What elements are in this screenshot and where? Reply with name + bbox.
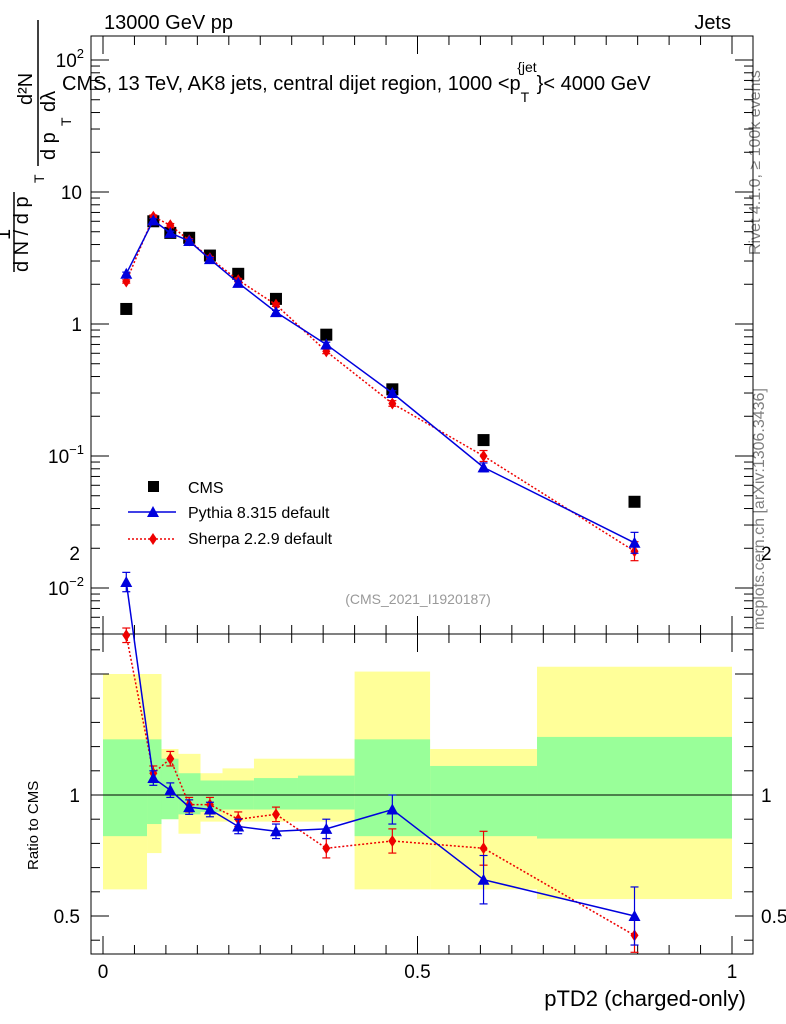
x-axis-label: pTD2 (charged-only) bbox=[544, 986, 746, 1011]
side-label-mcplots: mcplots.cern.ch [arXiv:1306.3436] bbox=[751, 388, 768, 630]
cms-point bbox=[232, 267, 245, 280]
ratio-pythia-point bbox=[477, 873, 490, 885]
pythia-point bbox=[232, 276, 245, 288]
analysis-watermark: (CMS_2021_I1920187) bbox=[345, 591, 491, 607]
main-panel-axes: 10−2 10−1 1 10 102 bbox=[48, 35, 754, 635]
legend-entry-sherpa: Sherpa 2.2.9 default bbox=[128, 531, 333, 548]
main-y-tick-label: 10−2 bbox=[48, 574, 84, 600]
pythia-point bbox=[628, 536, 641, 548]
svg-text:T: T bbox=[31, 174, 47, 183]
pythia-point bbox=[386, 387, 399, 399]
cms-point bbox=[120, 302, 133, 315]
pythia-point bbox=[120, 267, 133, 279]
ratio-uncertainty-bands bbox=[103, 666, 732, 900]
ratio-panel-axes: 0 0.5 1 0.5 0.5 1 1 2 2 bbox=[54, 544, 786, 983]
main-y-tick-label: 10 bbox=[61, 183, 82, 204]
ratio-y-tick-label: 2 bbox=[69, 544, 80, 565]
ratio-frame bbox=[90, 633, 754, 955]
ratio-pythia-point bbox=[628, 910, 641, 921]
band-inner-3 bbox=[178, 773, 201, 815]
svg-text:T: T bbox=[58, 117, 74, 126]
ratio-sherpa-point bbox=[388, 834, 397, 847]
ratio-pythia-point bbox=[203, 803, 216, 815]
band-inner-9 bbox=[430, 765, 538, 837]
cms-point bbox=[320, 328, 333, 341]
legend-entry-cms: CMS bbox=[148, 480, 224, 497]
svg-text:CMS: CMS bbox=[188, 480, 224, 497]
main-y-tick-label: 102 bbox=[56, 46, 84, 72]
ratio-pythia-point bbox=[232, 820, 245, 832]
ratio-sherpa-point bbox=[166, 752, 175, 765]
pythia-point bbox=[269, 306, 282, 318]
ratio-y-tick-label-right: 2 bbox=[761, 544, 772, 565]
x-tick-label: 1 bbox=[727, 962, 738, 983]
ratio-pythia-point bbox=[183, 801, 196, 813]
ratio-sherpa-point bbox=[271, 808, 280, 821]
svg-text:1: 1 bbox=[0, 229, 15, 240]
main-y-tick-label: 10−1 bbox=[48, 442, 84, 468]
ratio-pythia-point bbox=[147, 772, 160, 784]
cms-point bbox=[628, 495, 641, 508]
ratio-sherpa-point bbox=[479, 842, 488, 855]
sherpa-point bbox=[271, 298, 280, 311]
ratio-sherpa-point bbox=[322, 842, 331, 855]
pythia-point bbox=[203, 253, 216, 265]
svg-text:d N / d p: d N / d p bbox=[11, 196, 33, 272]
pythia-point bbox=[477, 461, 490, 473]
band-inner-10 bbox=[537, 736, 732, 839]
chart-title: CMS, 13 TeV, AK8 jets, central dijet reg… bbox=[62, 59, 651, 105]
main-y-axis-label: d N / d p T 1 d²N d p T dλ bbox=[0, 20, 74, 272]
band-inner-7 bbox=[297, 775, 355, 810]
band-inner-0 bbox=[103, 739, 148, 837]
svg-text:dλ: dλ bbox=[38, 91, 60, 112]
x-tick-label: 0 bbox=[98, 962, 109, 983]
main-y-tick-label: 1 bbox=[71, 315, 82, 336]
pythia-point bbox=[147, 214, 160, 226]
ratio-y-tick-label-right: 1 bbox=[761, 786, 772, 807]
main-panel-series bbox=[120, 210, 641, 562]
ratio-pythia-point bbox=[164, 784, 177, 796]
ratio-pythia-point bbox=[386, 803, 399, 815]
band-inner-6 bbox=[253, 778, 298, 810]
ratio-y-tick-label: 1 bbox=[69, 786, 80, 807]
legend: CMS Pythia 8.315 default Sherpa 2.2.9 de… bbox=[128, 480, 333, 548]
ratio-pythia-point bbox=[269, 825, 282, 837]
sherpa-point bbox=[479, 450, 488, 462]
pythia-point bbox=[164, 226, 177, 238]
ratio-pythia-point bbox=[120, 576, 133, 588]
sherpa-point bbox=[166, 219, 175, 232]
svg-text:d²N: d²N bbox=[15, 73, 37, 105]
ratio-y-tick-label-right: 0.5 bbox=[761, 907, 786, 928]
svg-text:d p: d p bbox=[38, 132, 60, 160]
header-right: Jets bbox=[694, 12, 731, 34]
side-label-rivet: Rivet 4.1.0, ≥ 100k events bbox=[747, 70, 764, 255]
x-tick-label: 0.5 bbox=[404, 962, 430, 983]
ratio-panel-series bbox=[120, 571, 641, 953]
ratio-y-axis-label: Ratio to CMS bbox=[25, 781, 42, 870]
legend-entry-pythia: Pythia 8.315 default bbox=[128, 505, 330, 522]
ratio-sherpa-point bbox=[122, 629, 131, 642]
pythia-point bbox=[183, 235, 196, 247]
svg-text:Sherpa 2.2.9 default: Sherpa 2.2.9 default bbox=[188, 531, 333, 548]
pythia-point bbox=[320, 338, 333, 350]
header-left: 13000 GeV pp bbox=[104, 12, 233, 34]
sherpa-point bbox=[388, 397, 397, 410]
svg-text:Pythia 8.315 default: Pythia 8.315 default bbox=[188, 505, 330, 522]
cms-point bbox=[477, 434, 490, 447]
ratio-pythia-point bbox=[320, 822, 333, 834]
ratio-y-tick-label: 0.5 bbox=[54, 907, 80, 928]
